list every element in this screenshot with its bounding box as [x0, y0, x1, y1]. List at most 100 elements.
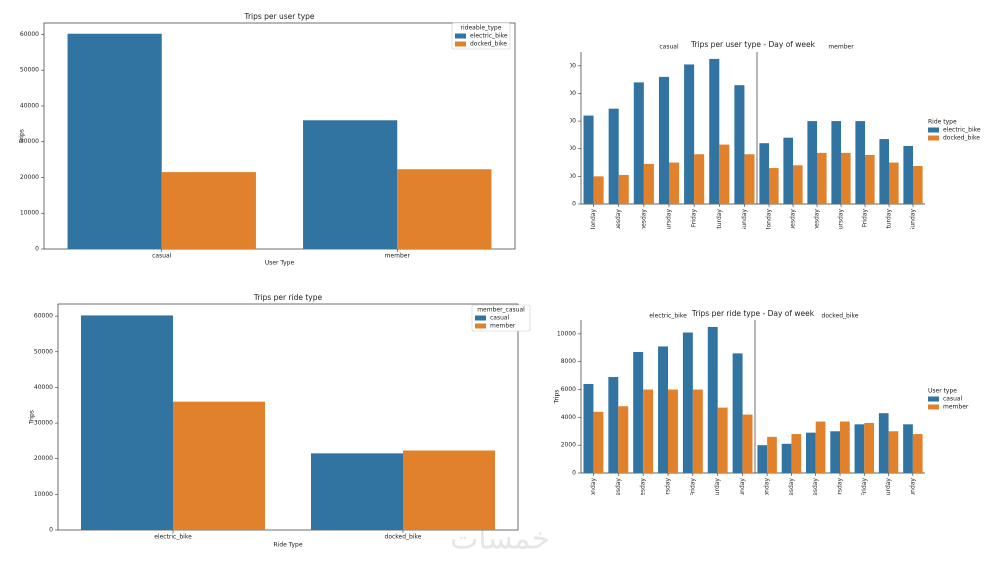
y-tick-label: 60000 — [34, 313, 53, 320]
x-tick-label: Wednesday — [812, 478, 819, 513]
x-tick-label: Friday — [691, 209, 698, 228]
bar — [744, 154, 755, 204]
x-tick-label: Sunday — [909, 478, 916, 501]
y-tick-label: 0 — [572, 470, 576, 477]
y-tick-label: 2000 — [561, 442, 576, 449]
legend-box — [471, 304, 531, 332]
bar — [593, 411, 604, 473]
bar — [692, 389, 703, 473]
bar — [855, 121, 865, 204]
x-tick-label: Friday — [689, 478, 696, 497]
bar — [841, 152, 851, 204]
chart: Trips per user type 0 10000 20000 30000 40000… — [19, 12, 516, 267]
legend-label: electric_bike — [943, 127, 981, 134]
bar — [767, 436, 777, 473]
y-axis-label: Trips — [19, 129, 26, 144]
bar — [633, 351, 644, 473]
x-tick-label: electric_bike — [154, 534, 192, 541]
bar — [815, 421, 826, 473]
x-tick-label: Thursday — [838, 209, 845, 238]
x-tick-label: Wednesday — [640, 478, 647, 513]
bar — [888, 431, 899, 473]
legend-swatch — [455, 41, 466, 47]
x-tick-label: Thursday — [665, 478, 672, 507]
bar — [854, 424, 865, 473]
y-tick-label: 0 — [49, 527, 53, 534]
bar — [643, 389, 654, 473]
legend-label: casual — [943, 396, 963, 403]
facet-title: casual — [659, 44, 679, 51]
x-tick-label: Saturday — [716, 209, 723, 236]
x-tick-label: Thursday — [837, 478, 844, 507]
bar — [669, 162, 680, 204]
x-tick-label: Sunday — [741, 209, 748, 232]
bar — [903, 424, 913, 473]
x-tick-label: member — [385, 253, 411, 260]
legend-swatch — [455, 33, 466, 39]
bar — [717, 407, 728, 473]
bar — [757, 445, 768, 473]
legend-label: member — [943, 404, 969, 411]
chart-title: Trips per user type — [243, 12, 314, 21]
legend-title: rideable_type — [461, 25, 502, 32]
bar — [161, 172, 256, 249]
legend-swatch — [928, 127, 939, 133]
x-tick-label: Monday — [766, 209, 773, 233]
legend-title: member_casual — [477, 307, 525, 314]
x-tick-label: Tuesday — [615, 209, 622, 235]
x-tick-label: Tuesday — [790, 209, 797, 235]
legend-box — [451, 22, 511, 50]
x-tick-label: Thursday — [666, 209, 673, 238]
bar — [806, 432, 816, 473]
x-tick-label: Monday — [590, 478, 597, 502]
bar — [668, 389, 678, 473]
y-tick-label: 0 — [35, 246, 39, 253]
x-tick-label: Saturday — [885, 478, 892, 505]
facet-title: electric_bike — [649, 313, 687, 320]
bar — [793, 165, 803, 204]
chart: Trips per ride type 0 10000 20000 30000 40000… — [29, 293, 531, 549]
x-tick-label: docked_bike — [385, 534, 422, 541]
bar — [783, 137, 793, 204]
bar — [397, 169, 492, 249]
y-tick-label: 0 — [572, 201, 576, 208]
chart-title: Trips per user type - Day of week — [690, 40, 816, 49]
x-tick-label: Sunday — [739, 478, 746, 501]
legend-label: casual — [490, 315, 510, 322]
bar — [864, 422, 874, 473]
bar — [608, 377, 619, 473]
bar — [403, 450, 495, 530]
chart-title: Trips per ride type - Day of week — [691, 309, 815, 318]
bar — [742, 414, 753, 473]
legend-label: docked_bike — [943, 135, 980, 142]
bar — [719, 144, 730, 204]
bar — [583, 383, 594, 473]
bar — [643, 163, 654, 204]
bar — [707, 326, 718, 473]
bar — [81, 315, 173, 530]
y-tick-label: 20000 — [20, 174, 39, 181]
bar — [759, 143, 769, 204]
bar — [608, 108, 619, 204]
y-tick-label: 6000 — [561, 118, 576, 125]
x-tick-label: Monday — [764, 478, 771, 502]
bar — [311, 453, 403, 530]
y-tick-label: 50000 — [20, 67, 39, 74]
x-tick-label: Friday — [861, 478, 868, 497]
bar — [781, 443, 792, 473]
y-tick-label: 20000 — [34, 455, 53, 462]
bar — [684, 64, 695, 204]
legend-title: User type — [928, 388, 957, 395]
bar — [817, 152, 827, 204]
bar — [878, 413, 889, 473]
bar — [912, 434, 923, 473]
bar — [633, 82, 644, 204]
y-axis-label: Trips — [29, 410, 36, 425]
axes-frame — [43, 22, 516, 250]
y-tick-label: 2000 — [561, 173, 576, 180]
bar — [879, 139, 889, 204]
chart-title: Trips per ride type — [253, 293, 323, 302]
x-tick-label: Tuesday — [615, 478, 622, 504]
x-tick-label: Saturday — [886, 209, 893, 236]
y-tick-label: 10000 — [34, 491, 53, 498]
